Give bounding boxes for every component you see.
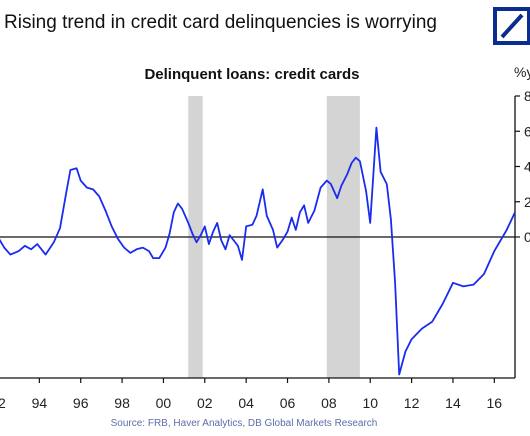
series-line-1 bbox=[0, 126, 516, 376]
x-tick-label: 96 bbox=[73, 395, 89, 411]
x-tick-label: 00 bbox=[156, 395, 172, 411]
x-tick-label: 92 bbox=[0, 395, 6, 411]
x-tick-label: 02 bbox=[197, 395, 213, 411]
chart-title: Rising trend in credit card delinquencie… bbox=[4, 12, 437, 33]
x-axis-ticks: 92 94 96 98 00 02 04 06 08 10 12 14 16 bbox=[0, 378, 502, 411]
x-tick-label: 14 bbox=[445, 395, 461, 411]
source-note: Source: FRB, Haver Analytics, DB Global … bbox=[111, 418, 378, 429]
y-tick-label: 6 bbox=[524, 123, 530, 139]
x-tick-label: 04 bbox=[238, 395, 254, 411]
deutsche-bank-logo-icon bbox=[493, 7, 530, 45]
y-tick-label: 0 bbox=[524, 229, 530, 245]
series-lines bbox=[0, 126, 516, 376]
x-tick-label: 08 bbox=[321, 395, 337, 411]
x-tick-label: 98 bbox=[114, 395, 130, 411]
y-tick-label: 8 bbox=[524, 88, 530, 104]
y-tick-label: 2 bbox=[524, 194, 530, 210]
y-axis-unit-label: %y bbox=[514, 64, 530, 80]
x-tick-label: 94 bbox=[32, 395, 48, 411]
x-tick-label: 16 bbox=[487, 395, 503, 411]
x-tick-label: 12 bbox=[404, 395, 420, 411]
x-tick-label: 10 bbox=[362, 395, 378, 411]
y-tick-label: 4 bbox=[524, 159, 530, 175]
y-axis-ticks: 8 6 4 2 0 bbox=[515, 88, 530, 245]
chart-subtitle: Delinquent loans: credit cards bbox=[144, 66, 359, 83]
x-tick-label: 06 bbox=[280, 395, 296, 411]
